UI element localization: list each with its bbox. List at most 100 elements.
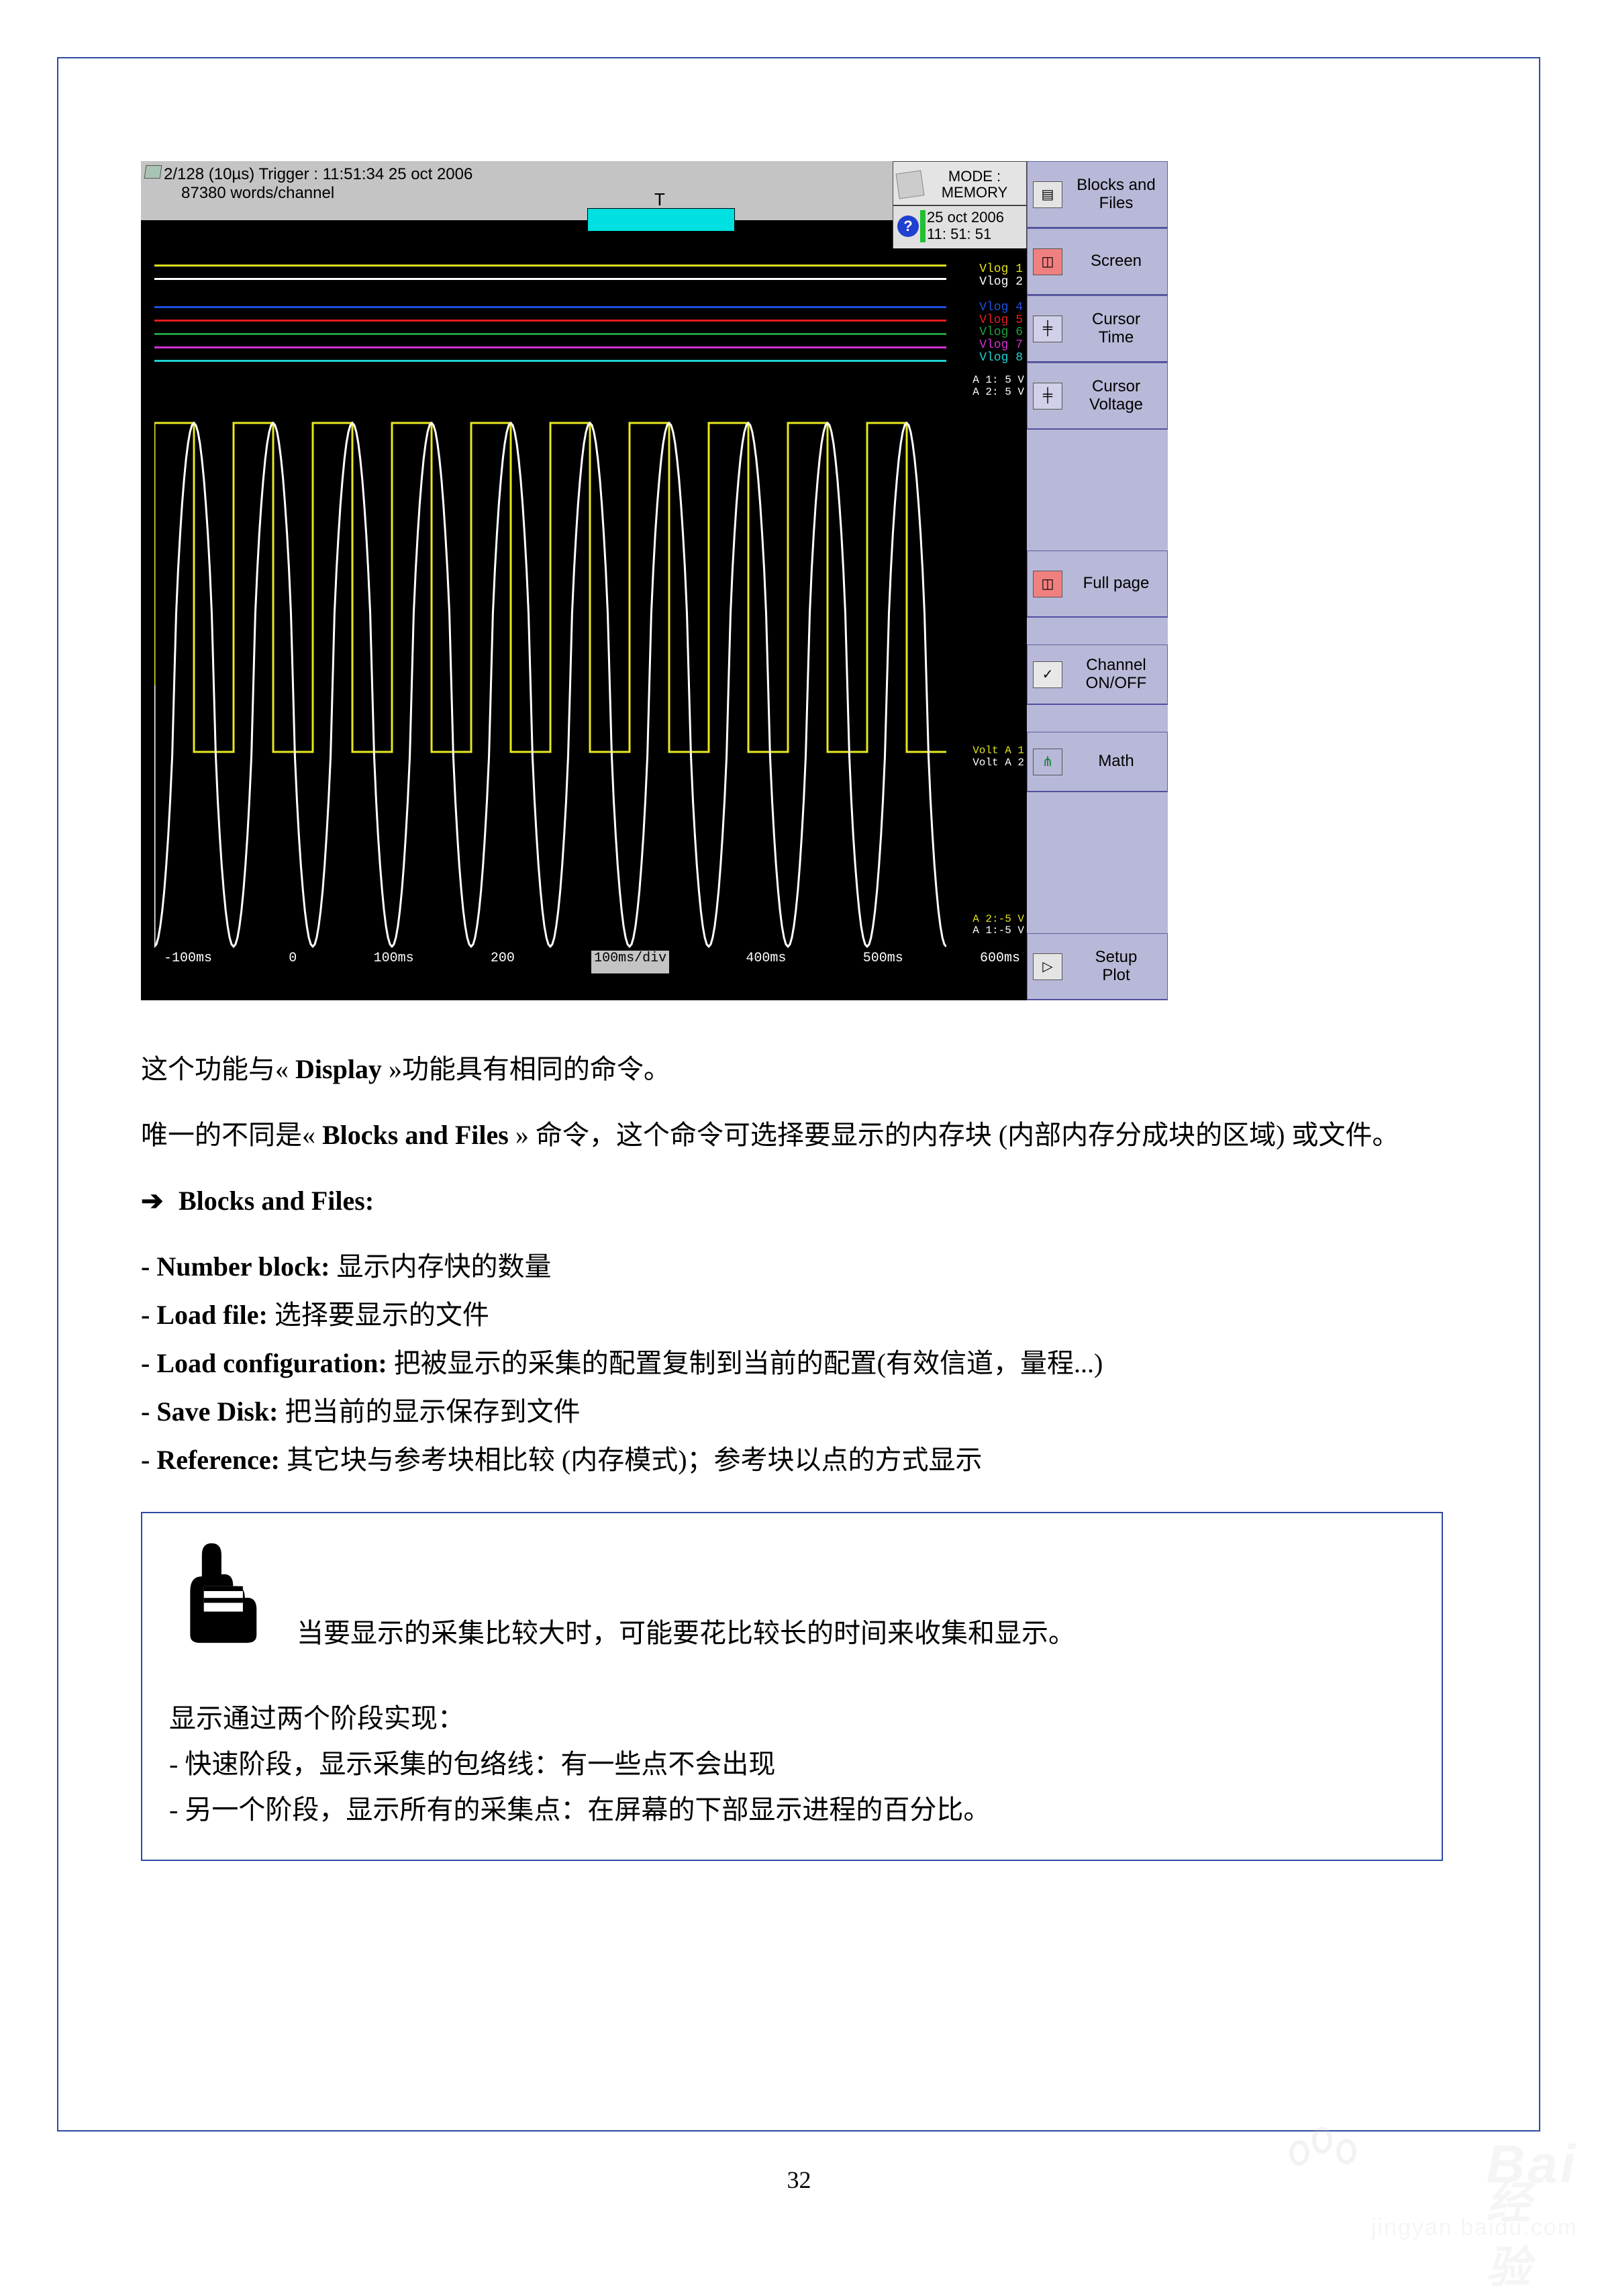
channel-label: Vlog 1 <box>953 263 1027 276</box>
trace-line <box>154 278 946 280</box>
channel-label: Vlog 6 <box>953 326 1027 339</box>
pointing-hand-icon <box>169 1537 270 1645</box>
side-button[interactable]: ▤Blocks andFiles <box>1027 161 1168 228</box>
xaxis-tick: 100ms/div <box>591 951 669 973</box>
definitions-list: - Number block: 显示内存快的数量 - Load file: 选择要… <box>141 1245 1456 1482</box>
scale-info-top: A 1: 5 V A 2: 5 V <box>972 375 1024 398</box>
paw-icon <box>1283 2113 1363 2181</box>
note-line: - 快速阶段，显示采集的包络线：有一些点不会出现 <box>169 1741 1415 1787</box>
display-keyword: Display <box>295 1054 382 1084</box>
side-button[interactable]: ◫ Full page <box>1027 551 1168 618</box>
side-button[interactable]: ⋔ Math <box>1027 732 1168 792</box>
baidu-watermark: Bai 经验 jingyan.baidu.com <box>1229 2113 1578 2241</box>
mode-line2: MEMORY <box>923 185 1026 201</box>
channel-label: Vlog 7 <box>953 339 1027 352</box>
definition-item: - Load file: 选择要显示的文件 <box>141 1293 1456 1337</box>
definition-key: - Load configuration: <box>141 1348 387 1378</box>
trace-line <box>154 306 946 308</box>
definition-key: - Number block: <box>141 1251 330 1282</box>
button-label: CursorVoltage <box>1068 375 1167 416</box>
note-first-line: 当要显示的采集比较大时，可能要花比较长的时间来收集和显示。 <box>297 1611 1075 1656</box>
channel-label: Vlog 5 <box>953 314 1027 327</box>
button-icon: ▤ <box>1033 181 1062 208</box>
button-label: Screen <box>1068 250 1167 273</box>
definition-item: - Save Disk: 把当前的显示保存到文件 <box>141 1390 1456 1434</box>
xaxis-tick: 200 <box>491 951 515 973</box>
status-bar-icon <box>920 210 926 242</box>
mode-box[interactable]: MODE : MEMORY <box>893 161 1027 205</box>
mode-line1: MODE : <box>923 169 1026 185</box>
channel-label: Vlog 8 <box>953 352 1027 365</box>
blocks-files-heading: ➔ Blocks and Files: <box>141 1179 1456 1223</box>
channel-labels: Vlog 1Vlog 2 Vlog 4Vlog 5Vlog 6Vlog 7Vlo… <box>953 263 1027 365</box>
printer-icon <box>144 165 162 179</box>
definition-value: 把被显示的采集的配置复制到当前的配置(有效信道，量程...) <box>387 1348 1103 1378</box>
side-button[interactable]: ◫ Screen <box>1027 228 1168 295</box>
definition-item: - Load configuration: 把被显示的采集的配置复制到当前的配置… <box>141 1341 1456 1386</box>
scope-header: 2/128 (10µs) Trigger : 11:51:34 25 oct 2… <box>141 161 893 220</box>
paragraph-1: 这个功能与« Display »功能具有相同的命令。 <box>141 1047 1456 1092</box>
trace-line <box>154 320 946 322</box>
definition-key: - Load file: <box>141 1300 268 1330</box>
button-label: Blocks andFiles <box>1068 174 1167 215</box>
definition-value: 显示内存快的数量 <box>330 1251 551 1282</box>
side-button[interactable]: ╪CursorVoltage <box>1027 363 1168 430</box>
side-menu: ▤Blocks andFiles◫Screen╪CursorTime╪Curso… <box>1027 161 1168 1000</box>
button-label: Full page <box>1068 572 1167 595</box>
definition-key: - Save Disk: <box>141 1396 278 1427</box>
button-label: Channel ON/OFF <box>1068 654 1167 695</box>
help-icon[interactable]: ? <box>897 216 919 237</box>
square-wave <box>154 423 946 752</box>
header-line2: 87380 words/channel <box>181 184 334 203</box>
datetime-box[interactable]: ? 25 oct 2006 11: 51: 51 <box>893 205 1027 250</box>
volt-info-mid: Volt A 1 Volt A 2 <box>972 745 1024 769</box>
body-text: 这个功能与« Display »功能具有相同的命令。 唯一的不同是« Block… <box>141 1047 1456 1861</box>
button-icon: ╪ <box>1033 383 1062 410</box>
header-line1: 2/128 (10µs) Trigger : 11:51:34 25 oct 2… <box>164 165 472 184</box>
xaxis-tick: 400ms <box>746 951 786 973</box>
button-label: Math <box>1068 750 1167 773</box>
blocks-files-keyword: Blocks and Files <box>322 1120 509 1150</box>
note-line: - 另一个阶段，显示所有的采集点：在屏幕的下部显示进程的百分比。 <box>169 1787 1415 1833</box>
button-icon: ◫ <box>1033 571 1062 597</box>
button-icon: ◫ <box>1033 248 1062 275</box>
definition-key: - Reference: <box>141 1445 280 1475</box>
channel-label: Vlog 4 <box>953 301 1027 314</box>
xaxis-tick: -100ms <box>164 951 212 973</box>
side-button[interactable]: ▷SetupPlot <box>1027 933 1168 1000</box>
button-icon: ⋔ <box>1033 749 1062 775</box>
definition-value: 其它块与参考块相比较 (内存模式)；参考块以点的方式显示 <box>280 1445 983 1475</box>
xaxis-tick: 0 <box>289 951 297 973</box>
trace-line <box>154 360 946 362</box>
note-line: 显示通过两个阶段实现： <box>169 1696 1415 1741</box>
t-marker <box>587 208 735 232</box>
arrow-icon: ➔ <box>141 1179 172 1223</box>
button-icon: ▷ <box>1033 953 1062 980</box>
channel-label <box>953 289 1027 301</box>
definition-item: - Reference: 其它块与参考块相比较 (内存模式)；参考块以点的方式显… <box>141 1438 1456 1482</box>
t-label: T <box>654 189 665 210</box>
button-label: SetupPlot <box>1068 946 1167 987</box>
trace-line <box>154 333 946 335</box>
x-axis: -100ms 0 100ms 200 100ms/div 400ms 500ms 600ms <box>141 947 1027 973</box>
button-icon: ✓ <box>1033 661 1062 688</box>
waveform-traces <box>154 376 946 960</box>
xaxis-tick: 100ms <box>374 951 414 973</box>
scale-info-bottom: A 2:-5 V A 1:-5 V <box>972 914 1024 937</box>
xaxis-tick: 500ms <box>863 951 903 973</box>
waveform-area: Vlog 1Vlog 2 Vlog 4Vlog 5Vlog 6Vlog 7Vlo… <box>141 248 1027 973</box>
date-line1: 25 oct 2006 <box>927 209 1026 226</box>
side-button[interactable]: ╪CursorTime <box>1027 295 1168 363</box>
oscilloscope-screenshot: 2/128 (10µs) Trigger : 11:51:34 25 oct 2… <box>141 161 1168 1000</box>
side-button[interactable]: ✓Channel ON/OFF <box>1027 644 1168 705</box>
eraser-icon <box>896 171 925 199</box>
note-rest: 显示通过两个阶段实现：- 快速阶段，显示采集的包络线：有一些点不会出现- 另一个… <box>169 1696 1415 1833</box>
note-box: 当要显示的采集比较大时，可能要花比较长的时间来收集和显示。 显示通过两个阶段实现… <box>141 1512 1443 1861</box>
channel-label: Vlog 2 <box>953 276 1027 289</box>
page-content: 2/128 (10µs) Trigger : 11:51:34 25 oct 2… <box>141 161 1456 1861</box>
page-number: 32 <box>787 2166 811 2194</box>
button-label: CursorTime <box>1068 308 1167 349</box>
date-line2: 11: 51: 51 <box>927 226 1026 242</box>
button-icon: ╪ <box>1033 316 1062 342</box>
xaxis-tick: 600ms <box>980 951 1020 973</box>
